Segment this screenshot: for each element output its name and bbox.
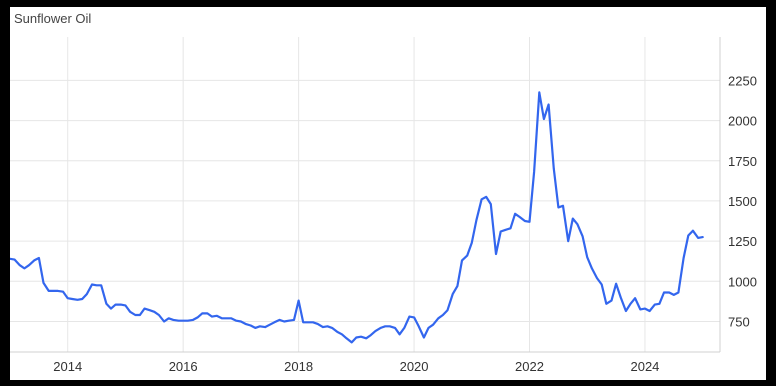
x-tick-label: 2022 [515,359,544,374]
series-line [10,91,704,344]
y-tick-label: 2250 [728,73,757,88]
x-tick-label: 2024 [630,359,659,374]
x-tick-label: 2014 [53,359,82,374]
y-tick-label: 1500 [728,194,757,209]
x-tick-label: 2016 [169,359,198,374]
x-tick-label: 2018 [284,359,313,374]
y-tick-label: 1000 [728,274,757,289]
grid [10,37,721,353]
y-tick-label: 1750 [728,154,757,169]
chart-frame: Sunflower Oil 750 1000 1250 1500 1750 2000 225… [10,7,766,380]
x-tick-label: 2020 [400,359,429,374]
x-axis: 2014 2016 2018 2020 2022 2024 [53,359,659,374]
y-tick-label: 2000 [728,114,757,129]
chart-title: Sunflower Oil [14,11,91,26]
chart-svg: Sunflower Oil 750 1000 1250 1500 1750 2000 225… [10,11,757,374]
y-tick-label: 750 [728,314,750,329]
y-axis: 750 1000 1250 1500 1750 2000 2250 [728,73,757,329]
y-tick-label: 1250 [728,234,757,249]
